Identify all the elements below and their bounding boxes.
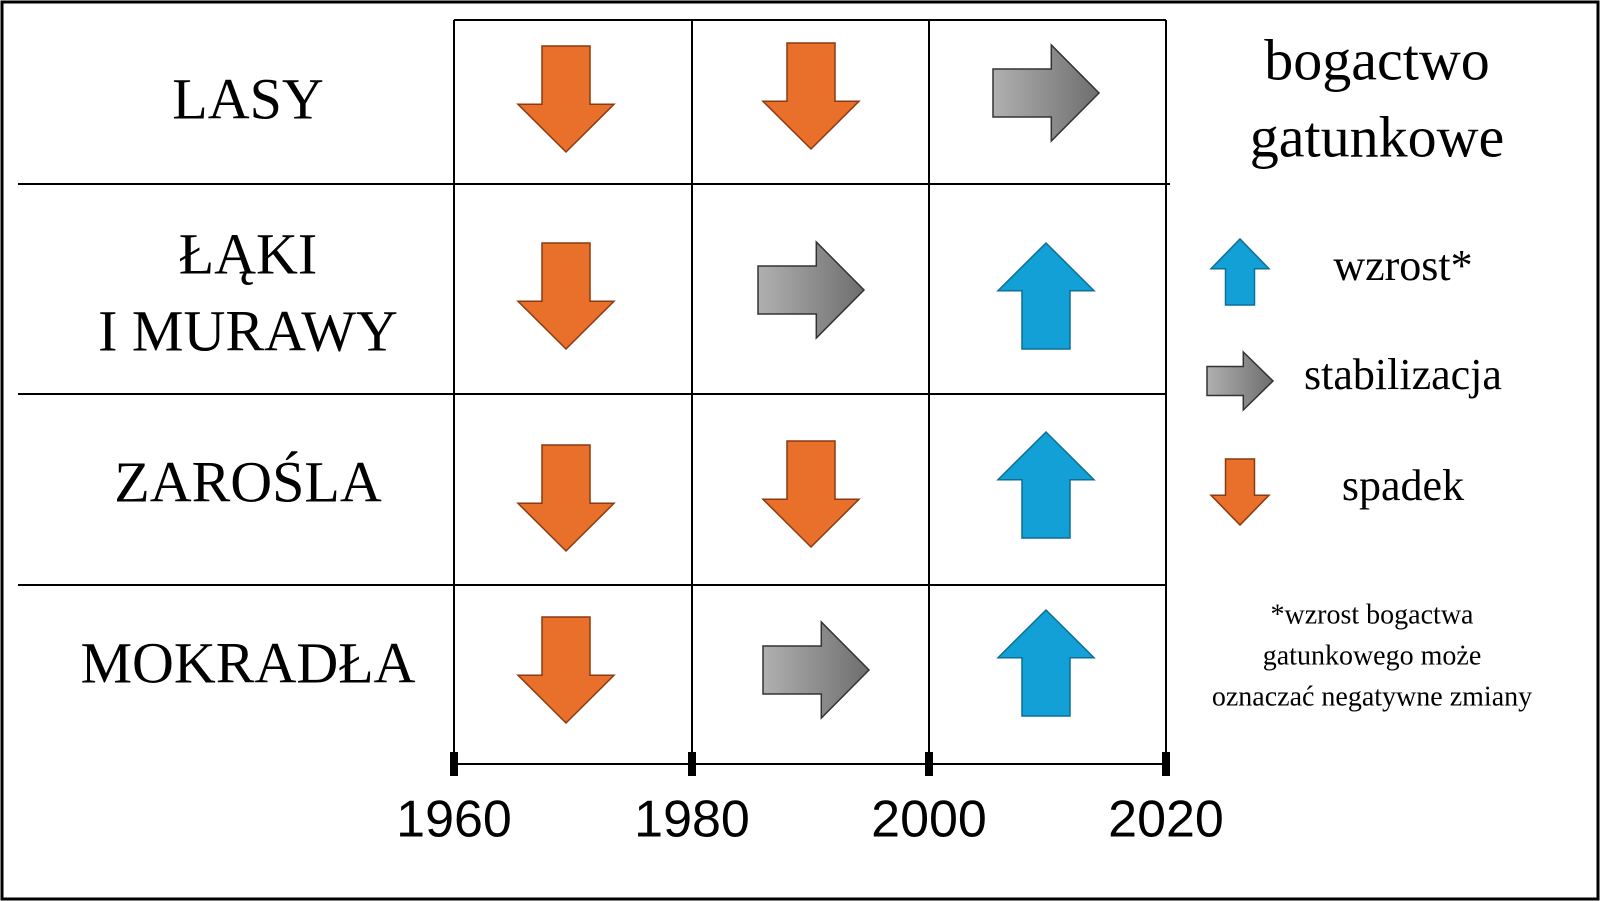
arrow-right	[757, 240, 866, 340]
axis-tick-label: 1980	[634, 791, 750, 849]
arrow-up	[996, 241, 1096, 350]
axis-tick	[925, 752, 933, 776]
row-label: I MURAWY	[98, 298, 398, 363]
axis-tick-label: 2020	[1108, 791, 1224, 849]
arrow-down	[516, 242, 616, 351]
footnote: oznaczać negatywne zmiany	[1212, 681, 1532, 712]
arrow-up	[996, 430, 1096, 539]
arrow-down	[761, 440, 861, 549]
row-label: MOKRADŁA	[80, 630, 415, 695]
arrow-up	[1209, 237, 1271, 306]
legend-title: bogactwo	[1264, 27, 1490, 92]
legend-title: gatunkowe	[1250, 104, 1505, 169]
footnote: *wzrost bogactwa	[1271, 599, 1475, 630]
arrow-right	[1206, 350, 1275, 412]
footnote: gatunkowego może	[1263, 640, 1482, 671]
legend-label: spadek	[1342, 461, 1464, 510]
row-label: ŁĄKI	[179, 221, 318, 286]
arrow-down	[516, 444, 616, 553]
axis-tick	[450, 752, 458, 776]
arrow-down	[1209, 458, 1271, 527]
arrow-right	[762, 620, 871, 720]
axis-tick-label: 1960	[396, 791, 512, 849]
axis-tick-label: 2000	[871, 791, 987, 849]
grid	[18, 19, 1170, 765]
axis-tick	[688, 752, 696, 776]
legend-label: stabilizacja	[1304, 350, 1502, 399]
axis-tick	[1162, 752, 1170, 776]
arrow-down	[761, 42, 861, 151]
legend-label: wzrost*	[1333, 241, 1472, 290]
arrow-down	[516, 616, 616, 725]
row-label: LASY	[172, 66, 323, 131]
arrow-down	[516, 45, 616, 154]
row-label: ZAROŚLA	[114, 449, 382, 514]
arrow-right	[992, 43, 1101, 143]
arrow-up	[996, 608, 1096, 717]
